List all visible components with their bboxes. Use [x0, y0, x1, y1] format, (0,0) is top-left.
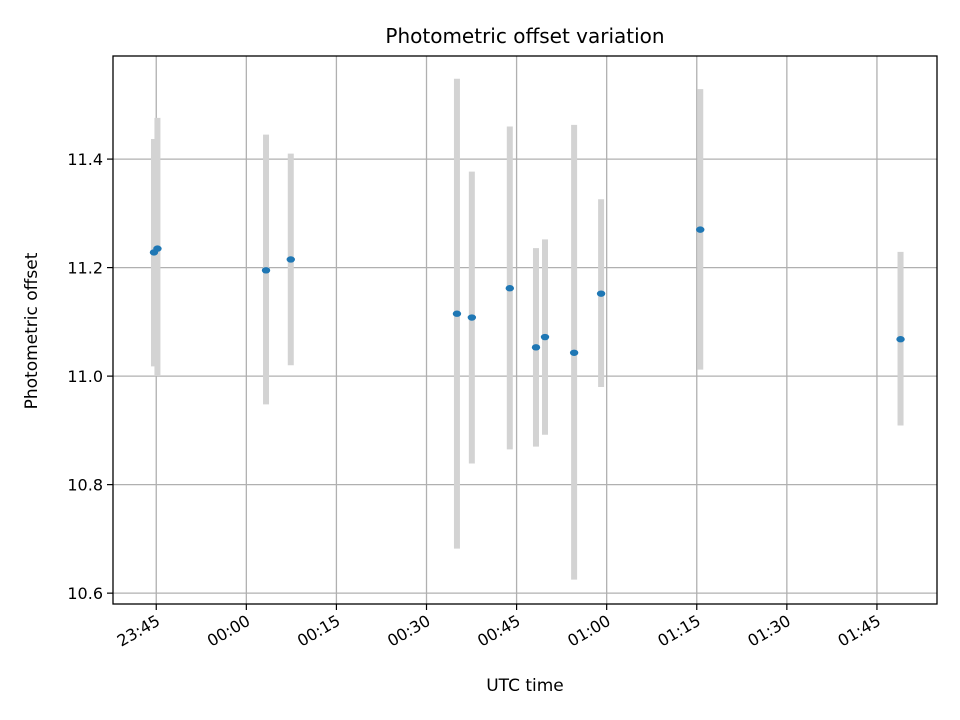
data-point: [596, 290, 606, 297]
data-point: [153, 245, 162, 252]
data-point: [286, 256, 295, 263]
data-point: [531, 344, 541, 351]
data-point: [452, 310, 462, 317]
data-point: [261, 267, 271, 274]
data-point: [540, 333, 550, 341]
y-tick-label: 10.6: [67, 584, 103, 603]
x-axis-title: UTC time: [486, 676, 564, 696]
data-point: [467, 314, 477, 321]
y-tick-label: 10.8: [67, 476, 103, 495]
y-tick-label: 11.0: [67, 367, 103, 386]
data-point: [569, 349, 579, 356]
data-point: [696, 226, 705, 233]
data-point: [896, 336, 905, 343]
y-tick-label: 11.2: [67, 259, 103, 278]
chart-title: Photometric offset variation: [385, 24, 664, 48]
y-axis-title: Photometric offset: [22, 252, 42, 409]
y-tick-label: 11.4: [67, 150, 103, 169]
data-point: [505, 285, 515, 292]
plot-frame: [112, 55, 938, 605]
